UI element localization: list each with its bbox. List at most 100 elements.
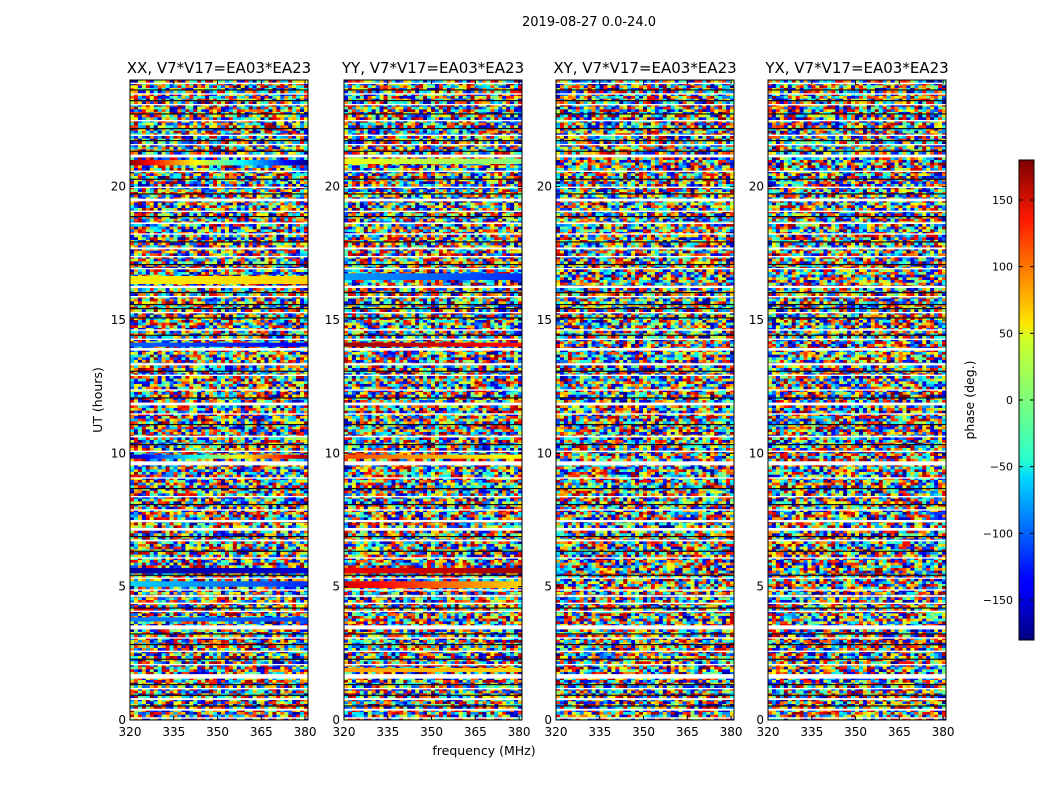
heatmap-cell bbox=[260, 80, 265, 83]
heatmap-cell bbox=[224, 365, 230, 369]
heatmap-cell bbox=[130, 224, 135, 227]
heatmap-cell bbox=[177, 170, 182, 174]
heatmap-cell bbox=[284, 205, 289, 209]
heatmap-cell bbox=[153, 80, 158, 83]
heatmap-cell bbox=[145, 202, 151, 206]
heatmap-cell bbox=[130, 282, 135, 286]
heatmap-cell bbox=[149, 301, 155, 305]
heatmap-cell bbox=[149, 338, 155, 342]
heatmap-cell bbox=[153, 109, 158, 113]
heatmap-cell bbox=[161, 349, 166, 353]
heatmap-cell bbox=[228, 178, 234, 182]
heatmap-cell bbox=[173, 141, 178, 145]
heatmap-cell bbox=[197, 82, 202, 86]
heatmap-cell bbox=[189, 122, 194, 126]
heatmap-cell bbox=[244, 317, 249, 321]
heatmap-cell bbox=[145, 170, 151, 174]
heatmap-cell bbox=[272, 338, 277, 342]
heatmap-cell bbox=[157, 120, 162, 123]
heatmap-cell bbox=[300, 352, 305, 355]
heatmap-cell bbox=[165, 218, 170, 222]
heatmap-cell bbox=[161, 176, 166, 179]
heatmap-cell bbox=[248, 205, 253, 209]
heatmap-cell bbox=[228, 157, 234, 161]
heatmap-cell bbox=[217, 248, 222, 251]
heatmap-cell bbox=[236, 96, 242, 99]
heatmap-cell bbox=[304, 120, 308, 123]
heatmap-cell bbox=[149, 218, 155, 222]
heatmap-cell bbox=[189, 194, 194, 198]
heatmap-cell bbox=[224, 317, 230, 321]
heatmap-cell bbox=[288, 256, 293, 259]
heatmap-cell bbox=[141, 288, 147, 291]
heatmap-cell bbox=[288, 210, 293, 214]
heatmap-cell bbox=[189, 184, 194, 187]
heatmap-cell bbox=[185, 226, 190, 230]
heatmap-cell bbox=[217, 357, 222, 361]
heatmap-cell bbox=[268, 216, 273, 219]
heatmap-cell bbox=[244, 354, 249, 358]
heatmap-cell bbox=[252, 184, 257, 187]
heatmap-cell bbox=[145, 82, 151, 86]
heatmap-cell bbox=[264, 213, 269, 217]
heatmap-cell bbox=[201, 349, 206, 353]
heatmap-cell bbox=[169, 130, 174, 134]
heatmap-cell bbox=[296, 253, 301, 257]
heatmap-cell bbox=[280, 106, 285, 110]
heatmap-cell bbox=[173, 338, 178, 342]
heatmap-cell bbox=[213, 90, 218, 94]
heatmap-cell bbox=[193, 157, 198, 161]
heatmap-cell bbox=[165, 352, 170, 355]
heatmap-cell bbox=[276, 258, 281, 262]
heatmap-cell bbox=[284, 301, 289, 305]
heatmap-cell bbox=[248, 256, 253, 259]
heatmap-cell bbox=[213, 354, 218, 358]
heatmap-cell bbox=[220, 96, 226, 99]
heatmap-cell bbox=[224, 128, 230, 131]
heatmap-cell bbox=[185, 200, 190, 203]
heatmap-cell bbox=[157, 186, 162, 190]
heatmap-cell bbox=[133, 152, 139, 155]
heatmap-cell bbox=[236, 354, 242, 358]
heatmap-cell bbox=[201, 253, 206, 257]
heatmap-cell bbox=[244, 309, 249, 313]
heatmap-cell bbox=[130, 96, 135, 99]
heatmap-cell bbox=[292, 104, 297, 107]
heatmap-cell bbox=[296, 309, 301, 313]
heatmap-cell bbox=[130, 360, 135, 363]
heatmap-cell bbox=[133, 170, 139, 174]
heatmap-cell bbox=[213, 304, 218, 307]
heatmap-cell bbox=[181, 125, 186, 129]
heatmap-cell bbox=[213, 210, 218, 214]
heatmap-cell bbox=[173, 210, 178, 214]
heatmap-cell bbox=[197, 184, 202, 187]
heatmap-cell bbox=[288, 189, 293, 193]
heatmap-cell bbox=[145, 152, 151, 155]
heatmap-cell bbox=[185, 258, 190, 262]
heatmap-cell bbox=[209, 165, 214, 169]
heatmap-cell bbox=[201, 189, 206, 193]
heatmap-cell bbox=[177, 288, 182, 291]
heatmap-cell bbox=[292, 357, 297, 361]
heatmap-cell bbox=[161, 96, 166, 99]
heatmap-cell bbox=[213, 368, 218, 371]
heatmap-cell bbox=[260, 320, 265, 323]
heatmap-cell bbox=[220, 288, 226, 291]
heatmap-cell bbox=[193, 293, 198, 297]
heatmap-cell bbox=[300, 157, 305, 161]
heatmap-cell bbox=[209, 354, 214, 358]
heatmap-cell bbox=[141, 264, 147, 267]
heatmap-cell bbox=[244, 178, 249, 182]
heatmap-cell bbox=[197, 309, 202, 313]
heatmap-cell bbox=[300, 200, 305, 203]
heatmap-cell bbox=[201, 325, 206, 329]
heatmap-cell bbox=[205, 109, 210, 113]
heatmap-cell bbox=[153, 173, 158, 177]
heatmap-cell bbox=[177, 109, 182, 113]
heatmap-cell bbox=[157, 218, 162, 222]
heatmap-cell bbox=[244, 114, 249, 118]
heatmap-cell bbox=[280, 109, 285, 113]
heatmap-cell bbox=[173, 144, 178, 147]
heatmap-cell bbox=[137, 224, 143, 227]
heatmap-cell bbox=[173, 349, 178, 353]
